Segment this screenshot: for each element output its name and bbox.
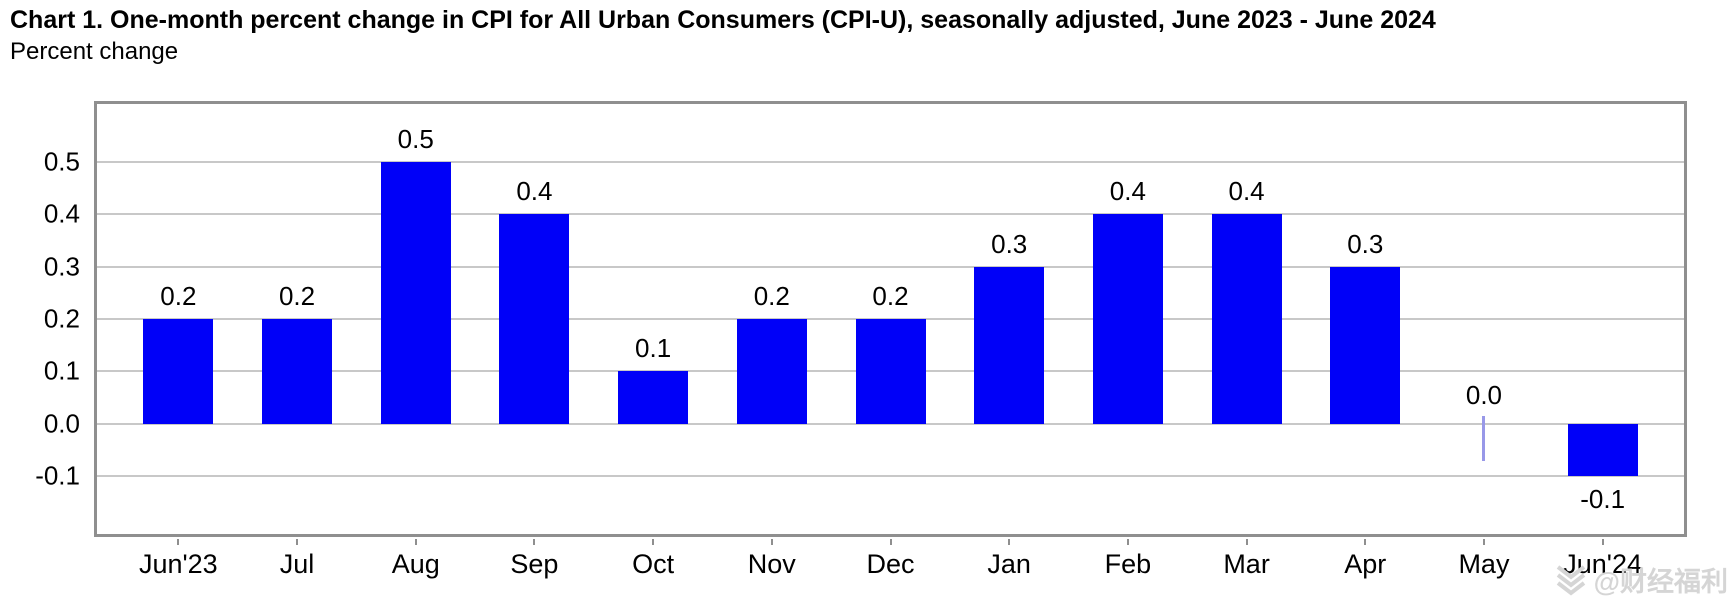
x-axis-tick bbox=[296, 539, 299, 545]
bar bbox=[1330, 266, 1401, 424]
x-axis-tick bbox=[1364, 539, 1367, 545]
x-axis-tick bbox=[177, 539, 180, 545]
x-axis-tick bbox=[1482, 539, 1485, 545]
bar-value-label: 0.3 bbox=[991, 228, 1028, 259]
bar-value-label: 0.4 bbox=[1109, 176, 1146, 207]
x-axis-label: Feb bbox=[1104, 549, 1152, 579]
x-axis-tick bbox=[652, 539, 655, 545]
y-axis-tick-labels: 0.5 0.4 0.3 0.2 0.1 0.0 -0.1 bbox=[0, 101, 86, 537]
gridline bbox=[97, 160, 1684, 163]
watermark: @财经福利 bbox=[1553, 560, 1728, 599]
x-axis-tick bbox=[1008, 539, 1011, 545]
bar-value-label: 0.2 bbox=[753, 281, 790, 311]
gridline bbox=[97, 265, 1684, 268]
zero-value-marker bbox=[1482, 415, 1486, 461]
x-axis-tick bbox=[889, 539, 892, 545]
x-axis-label: Mar bbox=[1223, 549, 1270, 579]
gridline bbox=[97, 475, 1684, 478]
bar-value-label: -0.1 bbox=[1580, 484, 1626, 515]
plot-area: 0.2 0.2 0.5 0.4 0.1 0.2 0.2 0.3 0.4 0.4 0.3 0.0 -0.1 bbox=[94, 101, 1687, 537]
y-axis-label: 0.1 bbox=[43, 355, 80, 386]
bar bbox=[262, 319, 333, 424]
y-axis-label: 0.3 bbox=[43, 251, 80, 282]
y-axis-label: 0.5 bbox=[43, 146, 80, 177]
x-axis-tick bbox=[414, 539, 417, 545]
chart-title: Chart 1. One-month percent change in CPI… bbox=[10, 6, 1436, 34]
x-axis-label: Apr bbox=[1344, 549, 1387, 579]
bar bbox=[1211, 214, 1282, 424]
bar-value-label: 0.0 bbox=[1465, 379, 1503, 410]
x-axis-label: Dec bbox=[866, 549, 915, 579]
y-axis-label: -0.1 bbox=[35, 460, 80, 491]
watermark-text: @财经福利 bbox=[1593, 567, 1728, 597]
bar bbox=[499, 214, 570, 424]
x-axis-label: Jan bbox=[987, 549, 1031, 579]
gridline bbox=[97, 422, 1684, 425]
bar bbox=[143, 319, 214, 424]
bar-value-label: 0.1 bbox=[635, 333, 672, 364]
x-axis-tick-labels: Jun'23 Jul Aug Sep Oct Nov Dec Jan Feb Mar Apr May J… bbox=[97, 537, 1684, 601]
x-axis-label: Nov bbox=[747, 549, 796, 579]
x-axis-label: Oct bbox=[632, 549, 675, 579]
y-axis-label: 0.2 bbox=[43, 303, 80, 334]
bar bbox=[974, 266, 1045, 424]
x-axis-tick bbox=[1126, 539, 1129, 545]
y-axis-label: 0.0 bbox=[43, 408, 80, 439]
gridline bbox=[97, 213, 1684, 216]
bar-value-label: 0.4 bbox=[1228, 176, 1265, 207]
x-axis-tick bbox=[1245, 539, 1248, 545]
y-axis-label: 0.4 bbox=[43, 198, 80, 229]
bar bbox=[736, 319, 807, 424]
x-axis-label: Jun'23 bbox=[138, 549, 218, 579]
x-axis-tick bbox=[770, 539, 773, 545]
bar-value-label: 0.4 bbox=[516, 176, 553, 207]
x-axis-tick bbox=[1601, 539, 1604, 545]
bar-value-label: 0.3 bbox=[1347, 228, 1384, 259]
x-axis-label: Aug bbox=[391, 549, 440, 579]
x-axis-label: Sep bbox=[510, 549, 559, 579]
y-axis-unit-label: Percent change bbox=[10, 38, 179, 65]
x-axis-label: Jul bbox=[279, 549, 315, 579]
bar bbox=[1092, 214, 1163, 424]
bar-value-label: 0.5 bbox=[397, 123, 434, 154]
bar-value-label: 0.2 bbox=[160, 281, 197, 311]
bar bbox=[618, 371, 689, 424]
x-axis-tick bbox=[533, 539, 536, 545]
bar-value-label: 0.2 bbox=[278, 281, 316, 311]
bar bbox=[380, 161, 451, 424]
bar bbox=[855, 319, 926, 424]
bar bbox=[1567, 423, 1638, 477]
bar-value-label: 0.2 bbox=[872, 281, 909, 311]
x-axis-label: May bbox=[1458, 549, 1510, 579]
chevron-stack-logo-icon bbox=[1556, 564, 1585, 596]
